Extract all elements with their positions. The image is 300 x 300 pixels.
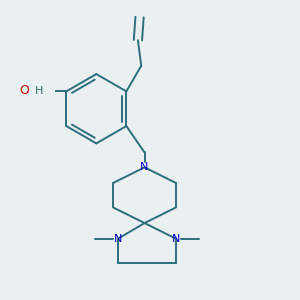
Text: H: H xyxy=(35,86,43,96)
Text: O: O xyxy=(19,84,29,97)
Text: N: N xyxy=(172,234,180,244)
Text: N: N xyxy=(114,234,122,244)
Text: N: N xyxy=(140,162,149,172)
